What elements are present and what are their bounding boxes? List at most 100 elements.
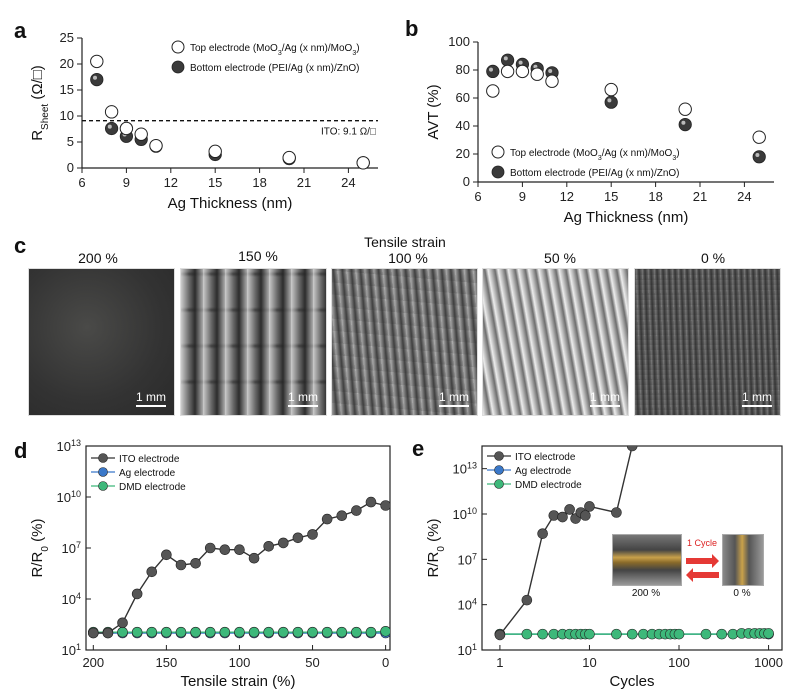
data-point-ito <box>248 552 260 564</box>
photo-strain-50: 1 mm <box>482 268 629 416</box>
legend-label-bottom: Bottom electrode (PEI/Ag (x nm)/ZnO) <box>190 63 360 74</box>
inset-caption-200: 200 % <box>631 588 661 599</box>
y-axis-title: AVT (%) <box>425 84 442 139</box>
data-point-open <box>752 130 766 144</box>
y-axis-title: RSheet (Ω/□) <box>29 65 51 141</box>
photo-strain-200: 1 mm <box>28 268 175 416</box>
data-point-open <box>208 144 222 159</box>
x-tick-label: 6 <box>474 189 481 204</box>
x-tick-label: 21 <box>693 189 707 204</box>
legend-label: DMD electrode <box>119 482 186 493</box>
legend-marker <box>494 451 504 461</box>
data-point-ito <box>380 500 390 511</box>
data-point-ito <box>219 544 231 556</box>
y-tick-label: 101 <box>458 642 477 658</box>
data-point-highlight <box>107 124 112 129</box>
data-point-ito <box>131 588 143 600</box>
data-point-highlight <box>755 153 760 157</box>
data-point-ito <box>564 504 575 515</box>
photo-strain-0: 1 mm <box>634 268 781 416</box>
legend-marker-open <box>491 145 505 159</box>
x-tick-label: 21 <box>297 175 311 190</box>
data-point-dmd <box>292 626 304 638</box>
data-point-highlight <box>518 60 523 65</box>
scale-bar: 1 mm <box>288 390 318 407</box>
data-point-ito <box>175 559 187 571</box>
data-point-dmd <box>626 628 638 640</box>
data-point-dmd <box>131 626 143 638</box>
data-point-highlight <box>607 98 612 103</box>
data-point-dmd <box>365 626 377 638</box>
data-point-ito <box>336 510 348 522</box>
legend-marker <box>494 479 504 489</box>
inset-photo-0 <box>722 534 764 586</box>
y-tick-label: 1010 <box>453 506 477 522</box>
plot-area <box>494 446 774 641</box>
x-tick-label: 100 <box>229 655 251 670</box>
data-point-dmd <box>763 628 774 639</box>
data-point-dmd <box>351 626 362 638</box>
data-point-ito <box>584 501 595 512</box>
data-point-open <box>604 82 618 97</box>
data-point-ito <box>351 505 362 516</box>
legend-marker-open <box>171 40 185 54</box>
photo-label-0: 0 % <box>700 250 726 266</box>
data-point-highlight <box>681 120 686 125</box>
y-tick-label: 1010 <box>57 489 81 505</box>
photo-strain-100: 1 mm <box>331 268 478 416</box>
data-point-ito <box>494 629 506 641</box>
x-tick-label: 24 <box>737 189 751 204</box>
data-point-dmd <box>263 626 274 638</box>
x-tick-label: 6 <box>78 175 85 190</box>
legend-label: Ag electrode <box>515 466 572 477</box>
x-tick-label: 9 <box>123 175 130 190</box>
data-point-ito <box>557 511 568 523</box>
x-axis-title: Tensile strain (%) <box>180 673 295 690</box>
legend-label: Ag electrode <box>119 468 176 479</box>
scale-bar: 1 mm <box>590 390 620 407</box>
x-tick-label: 0 <box>382 655 389 670</box>
data-point-dmd <box>336 626 348 638</box>
data-point-dmd <box>278 626 289 638</box>
y-tick-label: 104 <box>62 591 81 607</box>
data-point-ito <box>263 540 274 552</box>
legend-marker <box>98 467 108 477</box>
y-tick-label: 107 <box>458 551 477 567</box>
y-tick-label: 25 <box>60 30 74 45</box>
data-point-open <box>486 84 500 98</box>
photo-label-50: 50 % <box>544 250 576 266</box>
legend-label: ITO electrode <box>515 452 576 463</box>
data-point-dmd <box>161 626 172 638</box>
y-tick-label: 20 <box>60 56 74 71</box>
data-point-ito <box>190 557 201 569</box>
data-point-dmd <box>175 626 187 638</box>
inset-photo-200 <box>612 534 682 586</box>
y-tick-label: 100 <box>448 34 470 49</box>
data-point-ito <box>88 627 99 639</box>
y-tick-label: 107 <box>62 540 81 556</box>
inset-cycle-label: 1 Cycle <box>686 538 717 548</box>
data-point-ito <box>307 529 318 540</box>
data-point-ito <box>117 617 128 629</box>
data-point-dmd <box>380 626 390 637</box>
y-axis-title: R/R0 (%) <box>29 519 51 578</box>
x-tick-label: 1000 <box>754 655 783 670</box>
y-tick-label: 40 <box>456 118 470 133</box>
panel-c-header: Tensile strain <box>364 234 446 250</box>
x-tick-label: 150 <box>156 655 178 670</box>
data-point-open <box>356 156 370 170</box>
data-point-ito <box>580 510 591 521</box>
data-point-ito <box>321 513 333 525</box>
scale-bar: 1 mm <box>439 390 469 407</box>
y-tick-label: 0 <box>67 160 74 175</box>
data-point-open <box>282 150 296 165</box>
data-point-dmd <box>234 626 245 638</box>
x-tick-label: 200 <box>82 655 104 670</box>
y-tick-label: 60 <box>456 90 470 105</box>
data-point-open <box>545 74 559 88</box>
data-point-highlight <box>93 75 97 80</box>
inset-caption-0: 0 % <box>733 588 751 599</box>
data-point-ito <box>537 528 548 539</box>
